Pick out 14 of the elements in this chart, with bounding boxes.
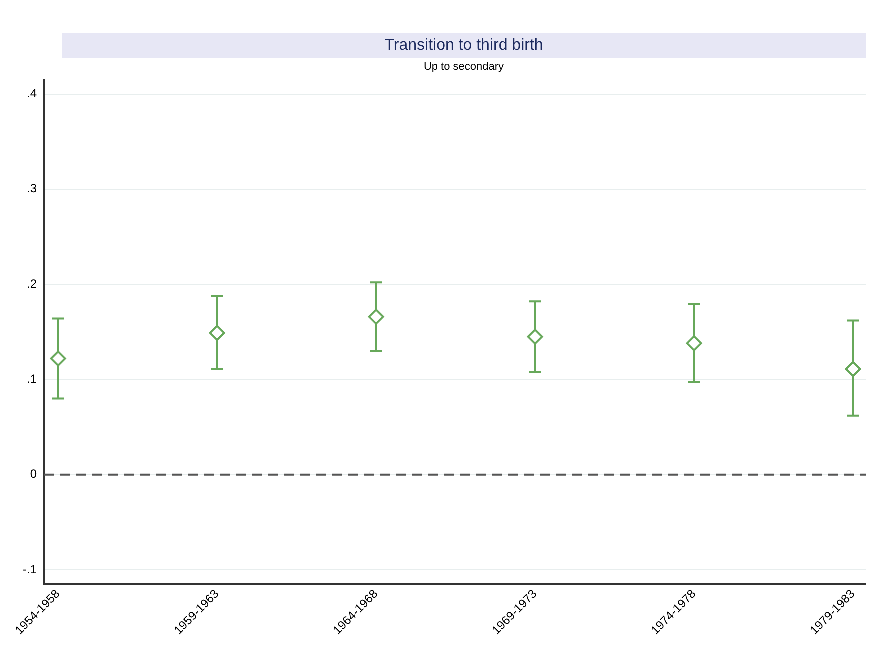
point (209, 325, 226, 342)
point (845, 361, 862, 378)
point (686, 336, 702, 352)
point (50, 350, 66, 367)
chart-title: Transition to third birth (62, 33, 866, 58)
y-tick-label: .4 (26, 86, 38, 101)
point (527, 328, 544, 345)
chart-subtitle: Up to secondary (422, 61, 506, 73)
y-tick-label: 0 (30, 467, 38, 482)
point (368, 308, 384, 325)
y-tick-label: .3 (26, 182, 38, 196)
y-tick-label: .2 (26, 276, 38, 291)
y-tick-label: .1 (26, 372, 38, 386)
y-tick-label: -.1 (22, 562, 38, 576)
